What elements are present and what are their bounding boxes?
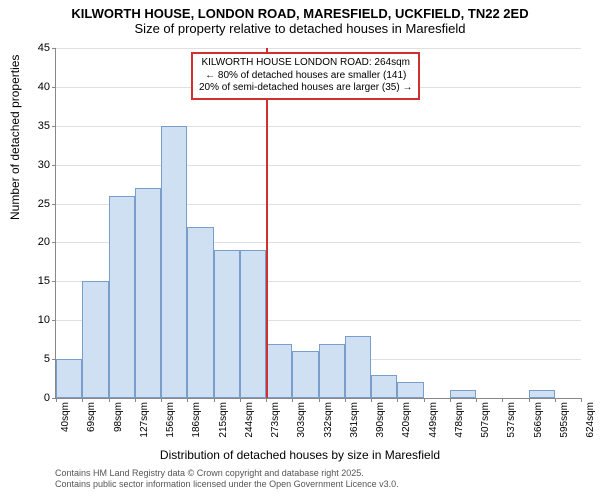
histogram-bar — [292, 351, 318, 398]
histogram-bar — [161, 126, 187, 398]
chart-container: KILWORTH HOUSE, LONDON ROAD, MARESFIELD,… — [0, 0, 600, 500]
gridline — [56, 48, 581, 49]
xtick-mark — [450, 398, 451, 402]
callout-line-3: 20% of semi-detached houses are larger (… — [199, 82, 412, 95]
ytick-mark — [52, 165, 56, 166]
ytick-label: 30 — [38, 159, 50, 171]
ytick-label: 20 — [38, 236, 50, 248]
xtick-label: 449sqm — [428, 402, 439, 438]
xtick-label: 390sqm — [375, 402, 386, 438]
footer-line-1: Contains HM Land Registry data © Crown c… — [55, 468, 399, 479]
title-sub: Size of property relative to detached ho… — [0, 21, 600, 38]
histogram-bar — [529, 390, 555, 398]
ytick-label: 15 — [38, 275, 50, 287]
histogram-bar — [345, 336, 371, 398]
xtick-label: 624sqm — [585, 402, 596, 438]
xtick-mark — [345, 398, 346, 402]
ytick-mark — [52, 87, 56, 88]
ytick-label: 40 — [38, 81, 50, 93]
ytick-label: 5 — [44, 353, 50, 365]
xtick-label: 215sqm — [218, 402, 229, 438]
xtick-mark — [109, 398, 110, 402]
xtick-label: 566sqm — [533, 402, 544, 438]
histogram-bar — [214, 250, 240, 398]
callout-line-1: KILWORTH HOUSE LONDON ROAD: 264sqm — [199, 57, 412, 70]
xtick-label: 273sqm — [270, 402, 281, 438]
xtick-mark — [424, 398, 425, 402]
xtick-mark — [292, 398, 293, 402]
xtick-mark — [581, 398, 582, 402]
gridline — [56, 165, 581, 166]
histogram-bar — [450, 390, 476, 398]
xtick-mark — [56, 398, 57, 402]
histogram-bar — [319, 344, 345, 398]
ytick-label: 45 — [38, 42, 50, 54]
xtick-label: 537sqm — [506, 402, 517, 438]
plot-area: KILWORTH HOUSE LONDON ROAD: 264sqm ← 80%… — [55, 48, 581, 399]
xtick-mark — [266, 398, 267, 402]
xtick-mark — [371, 398, 372, 402]
xtick-label: 69sqm — [86, 402, 97, 432]
ytick-mark — [52, 204, 56, 205]
xtick-mark — [397, 398, 398, 402]
histogram-bar — [135, 188, 161, 398]
ytick-mark — [52, 242, 56, 243]
ytick-mark — [52, 320, 56, 321]
xtick-label: 361sqm — [349, 402, 360, 438]
xtick-label: 244sqm — [244, 402, 255, 438]
reference-callout: KILWORTH HOUSE LONDON ROAD: 264sqm ← 80%… — [191, 52, 420, 100]
ytick-mark — [52, 48, 56, 49]
xtick-mark — [319, 398, 320, 402]
xtick-label: 420sqm — [401, 402, 412, 438]
callout-line-2: ← 80% of detached houses are smaller (14… — [199, 70, 412, 83]
xtick-mark — [187, 398, 188, 402]
histogram-bar — [371, 375, 397, 398]
gridline — [56, 126, 581, 127]
title-main: KILWORTH HOUSE, LONDON ROAD, MARESFIELD,… — [0, 0, 600, 21]
ytick-mark — [52, 281, 56, 282]
xtick-mark — [161, 398, 162, 402]
xtick-mark — [82, 398, 83, 402]
xtick-label: 156sqm — [165, 402, 176, 438]
xtick-mark — [214, 398, 215, 402]
histogram-bar — [397, 382, 423, 398]
ytick-label: 35 — [38, 120, 50, 132]
ytick-label: 25 — [38, 198, 50, 210]
xtick-mark — [529, 398, 530, 402]
xtick-label: 595sqm — [559, 402, 570, 438]
xtick-label: 40sqm — [60, 402, 71, 432]
footer-line-2: Contains public sector information licen… — [55, 479, 399, 490]
histogram-bar — [266, 344, 292, 398]
reference-line — [266, 48, 268, 398]
xtick-mark — [555, 398, 556, 402]
xtick-label: 186sqm — [191, 402, 202, 438]
xtick-mark — [135, 398, 136, 402]
histogram-bar — [82, 281, 108, 398]
ytick-mark — [52, 126, 56, 127]
histogram-bar — [56, 359, 82, 398]
ytick-label: 0 — [44, 392, 50, 404]
xtick-label: 332sqm — [323, 402, 334, 438]
ytick-label: 10 — [38, 314, 50, 326]
footer-text: Contains HM Land Registry data © Crown c… — [55, 468, 399, 491]
xtick-mark — [476, 398, 477, 402]
xtick-label: 98sqm — [113, 402, 124, 432]
histogram-bar — [109, 196, 135, 398]
xtick-mark — [502, 398, 503, 402]
histogram-bar — [240, 250, 266, 398]
xtick-label: 478sqm — [454, 402, 465, 438]
xtick-label: 303sqm — [296, 402, 307, 438]
histogram-bar — [187, 227, 213, 398]
xtick-label: 127sqm — [139, 402, 150, 438]
xtick-mark — [240, 398, 241, 402]
xtick-label: 507sqm — [480, 402, 491, 438]
y-axis-label: Number of detached properties — [8, 55, 22, 220]
x-axis-label: Distribution of detached houses by size … — [0, 448, 600, 462]
